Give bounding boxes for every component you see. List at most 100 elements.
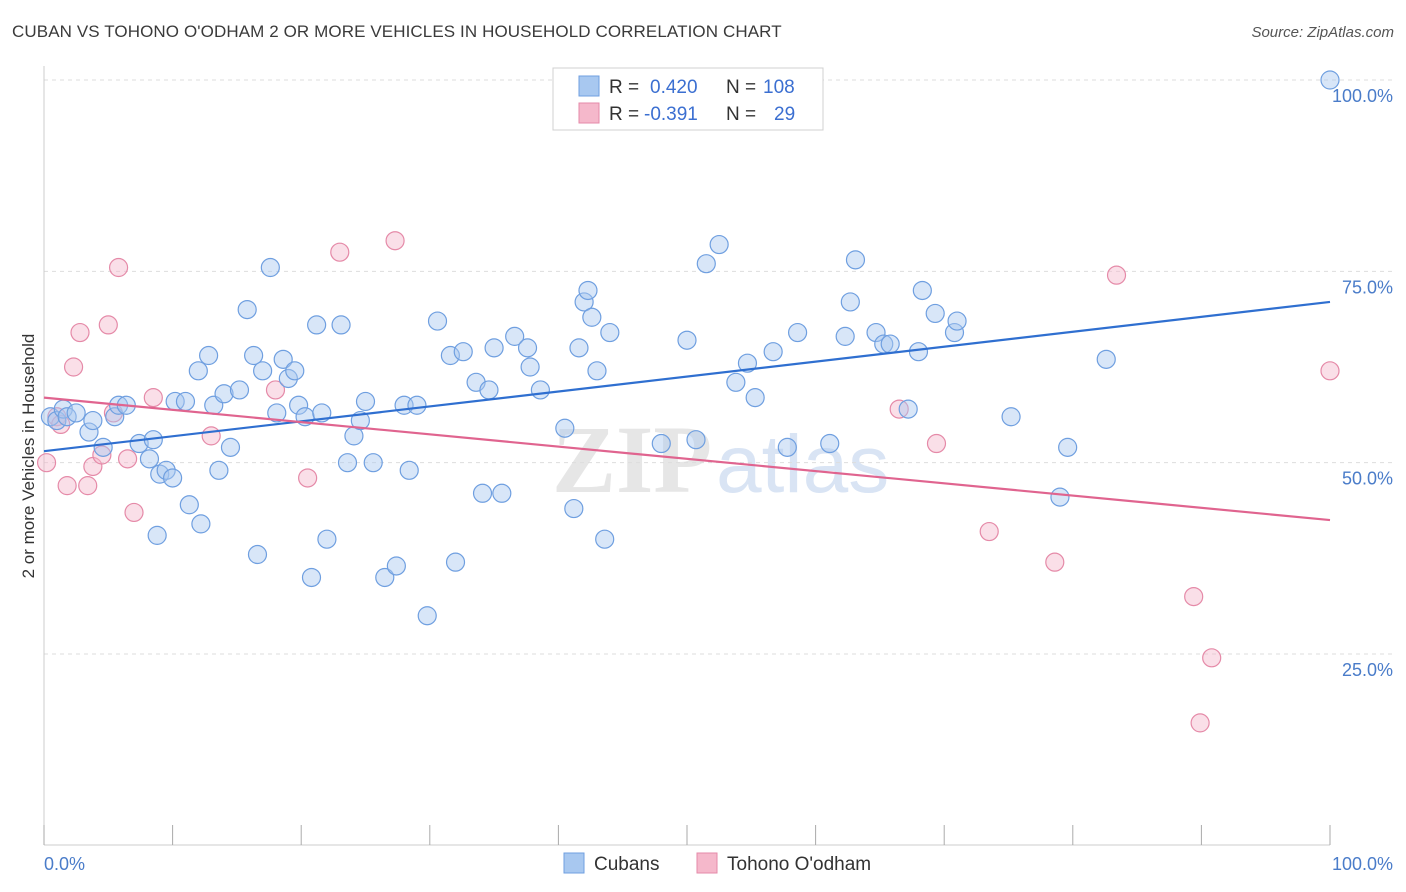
tohono-point-23	[1045, 552, 1065, 572]
legend-n-value-2: 29	[774, 104, 795, 125]
y-tick-label-2: 50.0%	[1342, 469, 1393, 489]
bottom-legend: Cubans Tohono O'odham	[563, 852, 871, 875]
cubans-point-54	[407, 395, 427, 415]
cubans-point-101	[947, 311, 967, 331]
legend-r-value-2: -0.391	[644, 104, 698, 125]
tohono-point-18	[330, 242, 350, 262]
tohono-point-15	[201, 426, 221, 446]
cubans-point-76	[595, 529, 615, 549]
cubans-point-100	[944, 322, 965, 343]
legend-swatch-tohono	[578, 102, 600, 124]
cubans-point-16	[156, 460, 176, 480]
tohono-point-17	[298, 468, 318, 488]
cubans-point-12	[139, 449, 160, 469]
cubans-point-5	[79, 422, 99, 442]
cubans-point-77	[600, 322, 620, 343]
cubans-point-17	[163, 468, 183, 488]
cubans-point-71	[569, 338, 589, 358]
cubans-point-102	[1001, 407, 1021, 427]
cubans-point-36	[278, 368, 298, 389]
cubans-point-58	[445, 552, 466, 572]
cubans-point-82	[709, 234, 729, 255]
cubans-point-53	[399, 460, 419, 480]
tohono-point-26	[1202, 648, 1222, 668]
cubans-point-75	[587, 361, 607, 381]
bottom-legend-label-tohono: Tohono O'odham	[727, 854, 871, 875]
tohono-point-21	[926, 433, 947, 454]
cubans-point-88	[787, 322, 808, 343]
tohono-point-25	[1184, 586, 1204, 607]
tohono-point-27	[1190, 713, 1210, 733]
cubans-point-49	[363, 453, 383, 473]
cubans-point-43	[317, 529, 337, 549]
tohono-point-9	[98, 315, 118, 335]
cubans-point-30	[244, 345, 264, 366]
cubans-point-21	[188, 361, 208, 381]
cubans-point-31	[247, 544, 268, 565]
cubans-point-44	[331, 315, 351, 335]
cubans-point-81	[696, 254, 716, 274]
cubans-point-95	[880, 334, 900, 354]
cubans-trend-line	[43, 300, 1331, 453]
cubans-point-55	[417, 606, 437, 626]
cubans-point-7	[93, 437, 113, 457]
y-tick-labels: 100.0% 75.0% 50.0% 25.0%	[1332, 86, 1393, 680]
tohono-point-3	[57, 476, 77, 496]
cubans-point-56	[427, 311, 448, 331]
legend-n-label-1: N =	[726, 77, 756, 98]
cubans-point-50	[375, 567, 395, 588]
legend-swatch-cubans	[578, 75, 600, 97]
y-tick-label-1: 75.0%	[1342, 277, 1393, 297]
axes	[43, 66, 1331, 846]
bottom-legend-swatch-tohono	[696, 852, 718, 874]
cubans-point-105	[1096, 349, 1116, 369]
cubans-point-27	[220, 437, 241, 457]
cubans-point-19	[175, 391, 196, 412]
tohono-point-11	[108, 257, 129, 278]
tohono-point-12	[117, 449, 138, 469]
cubans-point-106	[1320, 70, 1340, 90]
cubans-point-14	[147, 525, 167, 545]
cubans-point-78	[651, 433, 671, 454]
cubans-point-62	[479, 380, 499, 400]
cubans-point-74	[582, 307, 602, 327]
cubans-point-37	[285, 361, 305, 381]
tohono-point-24	[1106, 265, 1127, 285]
cubans-point-22	[191, 514, 211, 534]
tohono-point-0	[36, 453, 57, 473]
cubans-point-66	[517, 338, 538, 358]
cubans-point-90	[835, 326, 855, 346]
cubans-point-85	[745, 388, 765, 408]
cubans-point-93	[866, 322, 886, 343]
cubans-point-92	[845, 250, 866, 270]
cubans-point-91	[840, 292, 860, 312]
bottom-legend-label-cubans: Cubans	[594, 854, 660, 875]
cubans-point-59	[453, 342, 473, 362]
cubans-point-67	[520, 357, 540, 377]
x-tick-label-max: 100.0%	[1332, 854, 1393, 874]
cubans-point-41	[307, 315, 327, 335]
cubans-point-38	[289, 395, 309, 415]
tohono-point-8	[92, 445, 112, 465]
tohono-point-13	[124, 502, 144, 523]
cubans-point-104	[1058, 437, 1078, 457]
cubans-point-97	[908, 342, 929, 362]
cubans-point-57	[440, 345, 460, 366]
tohono-point-5	[70, 322, 90, 343]
legend-n-label-2: N =	[726, 104, 756, 125]
y-tick-label-3: 25.0%	[1342, 660, 1393, 680]
cubans-point-45	[337, 453, 358, 473]
tohono-point-16	[265, 380, 286, 400]
cubans-point-86	[763, 342, 783, 362]
cubans-point-8	[105, 407, 125, 427]
cubans-point-61	[472, 483, 493, 503]
cubans-point-99	[925, 303, 945, 324]
cubans-point-4	[66, 403, 86, 423]
cubans-point-29	[237, 300, 257, 320]
cubans-point-40	[301, 567, 322, 588]
cubans-point-26	[214, 384, 234, 404]
tohono-point-22	[979, 521, 999, 542]
cubans-point-35	[273, 349, 293, 369]
cubans-point-23	[199, 345, 219, 366]
